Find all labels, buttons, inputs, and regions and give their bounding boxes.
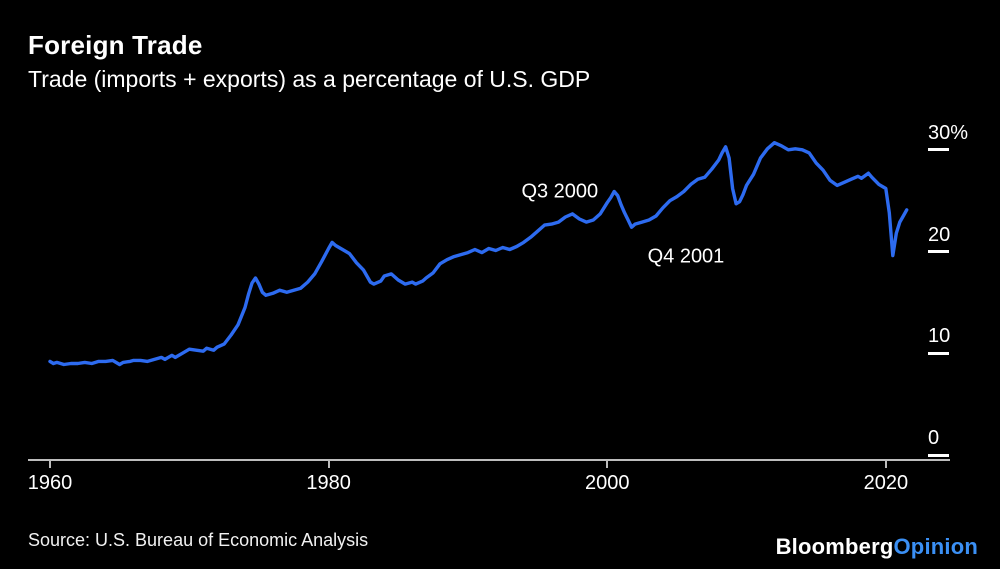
y-axis-label: 0 xyxy=(928,427,940,449)
page-title: Foreign Trade xyxy=(28,30,203,60)
trade-line-series xyxy=(48,140,909,367)
chart-subtitle: Trade (imports + exports) as a percentag… xyxy=(28,66,591,92)
y-axis-tick-dash xyxy=(928,453,949,457)
x-axis-tick xyxy=(606,461,609,468)
y-axis-tick-dash xyxy=(928,351,949,355)
y-axis-label: 10 xyxy=(928,325,951,348)
x-axis-line xyxy=(28,459,950,461)
x-axis-tick xyxy=(884,461,887,468)
source-attribution: Source: U.S. Bureau of Economic Analysis xyxy=(28,530,369,550)
annotation-q4-2001: Q4 2001 xyxy=(647,245,725,268)
annotation-q3-2000: Q3 2000 xyxy=(521,180,599,203)
y-axis-tick-dash xyxy=(928,148,949,152)
bloomberg-opinion-logo: BloombergOpinion xyxy=(776,534,978,560)
x-axis-tick xyxy=(327,461,330,468)
x-axis-label: 2020 xyxy=(863,472,909,494)
y-axis-label: 30% xyxy=(928,121,969,144)
y-axis-tick-dash xyxy=(928,250,949,254)
opinion-wordmark: Opinion xyxy=(893,534,978,559)
x-axis-label: 1980 xyxy=(306,472,351,494)
x-axis-label: 1960 xyxy=(27,472,73,494)
y-axis-label: 20 xyxy=(928,223,951,246)
x-axis-label: 2000 xyxy=(584,472,630,494)
x-axis-tick xyxy=(48,461,51,468)
bloomberg-wordmark: Bloomberg xyxy=(775,534,894,559)
